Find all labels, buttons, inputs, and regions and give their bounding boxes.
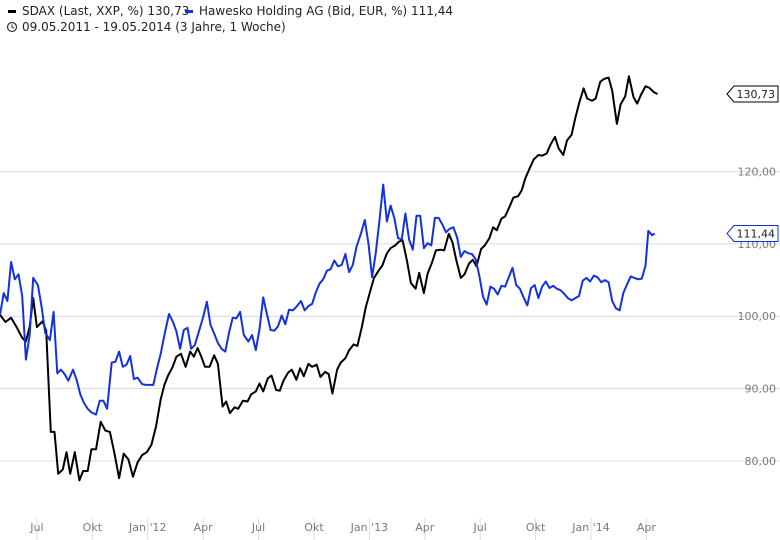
legend-swatch-sdax [8, 10, 16, 13]
x-tick-label: Jul [251, 521, 265, 534]
series-lines [0, 75, 658, 482]
y-tick-label: 100,00 [738, 310, 777, 323]
last-value-flags: 130,73 111,44 [726, 85, 779, 242]
series-line-hawesko [0, 183, 656, 416]
x-axis-ticks: Jul Okt Jan '12 Apr Jul Okt Jan '13 Apr Jul Okt Ja… [29, 518, 656, 540]
x-tick-label: Jul [29, 521, 43, 534]
x-tick-label: Jan '12 [128, 521, 166, 534]
grid [0, 171, 780, 462]
x-tick-label: Apr [637, 521, 657, 534]
x-tick-label: Jan '13 [350, 521, 388, 534]
last-value-flag [726, 85, 779, 103]
x-tick-label: Apr [415, 521, 435, 534]
series-line-sdax [0, 75, 658, 482]
legend-swatch-hawesko [185, 10, 193, 13]
y-tick-label: 80,00 [745, 455, 777, 468]
clock-icon [6, 21, 18, 33]
last-value-label: 111,44 [737, 227, 776, 240]
x-tick-label: Jan '14 [571, 521, 609, 534]
legend-hawesko: Hawesko Holding AG (Bid, EUR, %) 111,44 [199, 4, 453, 18]
last-value-flag [726, 224, 779, 242]
legend-sdax: SDAX (Last, XXP, %) 130,73 [22, 4, 189, 18]
legend: SDAX (Last, XXP, %) 130,73 Hawesko Holdi… [6, 4, 453, 34]
y-tick-label: 90,00 [745, 383, 777, 396]
x-tick-label: Jul [473, 521, 487, 534]
last-value-label: 130,73 [737, 88, 776, 101]
x-tick-label: Apr [194, 521, 214, 534]
period-label: 09.05.2011 - 19.05.2014 (3 Jahre, 1 Woch… [22, 20, 286, 34]
x-tick-label: Okt [526, 521, 546, 534]
x-tick-label: Okt [304, 521, 324, 534]
x-tick-label: Okt [83, 521, 103, 534]
y-tick-label: 120,00 [738, 166, 777, 179]
